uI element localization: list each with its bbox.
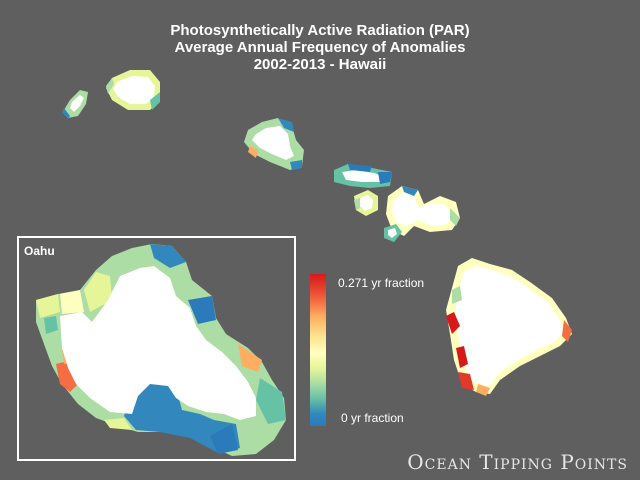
credit-logo-text: Ocean Tipping Points	[407, 450, 628, 474]
title-line-3: 2002-2013 - Hawaii	[253, 56, 387, 73]
island-kahoolawe	[384, 224, 402, 242]
legend-max-label: 0.271 yr fraction	[338, 276, 425, 290]
island-oahu	[244, 118, 304, 170]
island-molokai	[334, 164, 392, 188]
inset-label: Oahu	[24, 244, 55, 258]
map-title: Photosynthetically Active Radiation (PAR…	[0, 22, 640, 73]
island-kauai	[106, 70, 160, 110]
island-maui	[386, 186, 460, 236]
oahu-inset-frame	[17, 236, 296, 461]
island-niihau	[62, 90, 88, 119]
island-lanai	[354, 190, 378, 216]
title-line-2: Average Annual Frequency of Anomalies	[174, 39, 466, 56]
oahu-inset-map	[36, 244, 286, 456]
legend-min-label: 0 yr fraction	[341, 411, 404, 425]
legend-colorbar	[310, 274, 326, 426]
title-line-1: Photosynthetically Active Radiation (PAR…	[170, 22, 470, 39]
island-hawaii	[446, 258, 572, 396]
